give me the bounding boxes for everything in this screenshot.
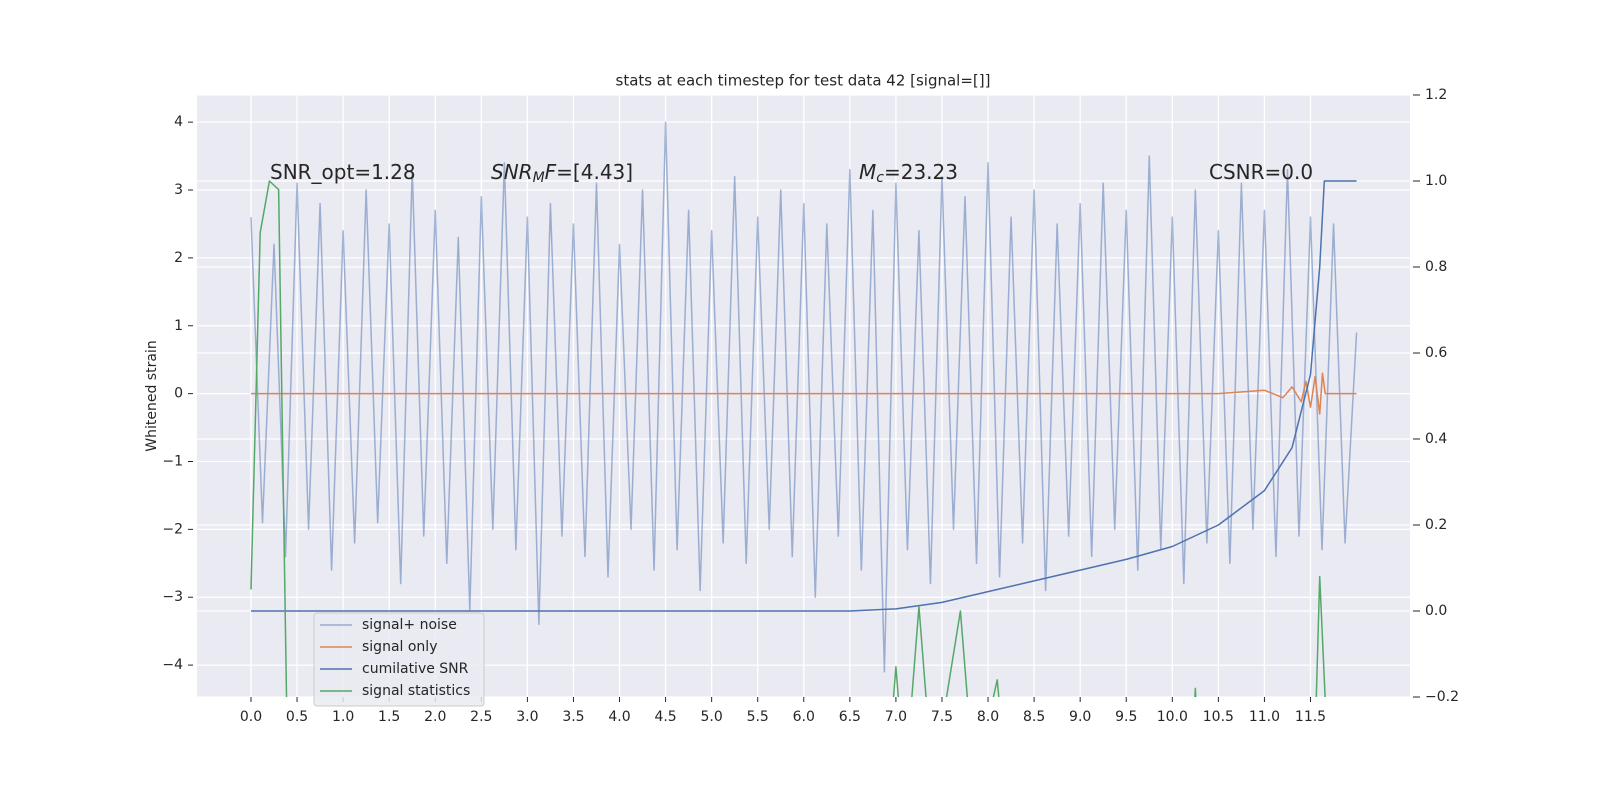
x-tick-label: 11.0 (1249, 709, 1280, 725)
y-tick-label: 3 (174, 182, 183, 198)
annotation: CSNR=0.0 (1209, 160, 1313, 184)
annotation-part: =23.23 (884, 160, 958, 184)
y-tick-label: 0 (174, 386, 183, 402)
series-line (250, 372, 1357, 415)
x-tick-label: 2.0 (424, 709, 446, 725)
y-tick-label: 2 (174, 250, 183, 266)
y2-tick-label: −0.2 (1425, 689, 1459, 705)
x-tick-label: 1.5 (378, 709, 400, 725)
plot-lines (250, 121, 1358, 697)
legend-label: signal statistics (362, 683, 470, 699)
x-tick-label: 3.0 (516, 709, 538, 725)
annotation: SNR_opt=1.28 (270, 160, 416, 184)
x-tick-label: 10.5 (1203, 709, 1234, 725)
x-tick-label: 0.0 (240, 709, 262, 725)
y2-tick-label: 1.2 (1425, 87, 1447, 103)
y-tick-label: −1 (162, 453, 183, 469)
x-tick-label: 9.5 (1115, 709, 1137, 725)
legend-label: cumilative SNR (362, 661, 469, 677)
annotation: Mc=23.23 (859, 160, 958, 187)
y-tick-label: −3 (162, 589, 183, 605)
annotation-part: M (533, 170, 545, 186)
y2-tick-label: 1.0 (1425, 173, 1447, 189)
x-tick-label: 5.0 (701, 709, 723, 725)
x-tick-label: 11.5 (1295, 709, 1326, 725)
y-tick-label: 4 (174, 114, 183, 130)
x-tick-label: 0.5 (286, 709, 308, 725)
y2-tick-label: 0.4 (1425, 431, 1447, 447)
x-tick-label: 6.5 (839, 709, 861, 725)
annotation-part: CSNR=0.0 (1209, 160, 1313, 184)
y2-tick-label: 0.6 (1425, 345, 1447, 361)
x-tick-label: 4.5 (654, 709, 676, 725)
y2-tick-label: 0.8 (1425, 259, 1447, 275)
annotation-part: c (876, 170, 884, 186)
legend: signal+ noise signal only cumilative SNR si… (313, 612, 485, 707)
y2-tick-label: 0.2 (1425, 517, 1447, 533)
legend-box (313, 612, 485, 707)
y-tick-label: 1 (174, 318, 183, 334)
annotation-part: SNR (491, 160, 533, 184)
y-tick-label: −2 (162, 521, 183, 537)
x-tick-label: 6.0 (793, 709, 815, 725)
chart-title: stats at each timestep for test data 42 … (616, 72, 991, 90)
annotation-part: F (545, 160, 557, 184)
x-tick-label: 3.5 (562, 709, 584, 725)
annotation-part: =[4.43] (556, 160, 633, 184)
y-tick-label: −4 (162, 657, 183, 673)
axes: 0.0 0.5 1.0 1.5 2.0 2.5 3.0 3.5 4.0 4.5 5.0 5.5 6.0 6… (162, 87, 1459, 725)
legend-label: signal+ noise (362, 617, 457, 633)
annotation-part: M (859, 160, 876, 184)
x-tick-label: 8.0 (977, 709, 999, 725)
x-tick-label: 8.5 (1023, 709, 1045, 725)
x-tick-label: 9.0 (1069, 709, 1091, 725)
x-tick-label: 1.0 (332, 709, 354, 725)
x-tick-label: 5.5 (747, 709, 769, 725)
x-tick-label: 2.5 (470, 709, 492, 725)
x-tick-label: 10.0 (1157, 709, 1188, 725)
x-tick-label: 7.0 (885, 709, 907, 725)
series-line (250, 121, 1358, 673)
legend-label: signal only (362, 639, 437, 655)
annotation: SNRMF=[4.43] (491, 160, 633, 187)
annotation-part: SNR_opt=1.28 (270, 160, 416, 184)
y-axis-label: Whitened strain (144, 340, 160, 451)
x-tick-label: 4.0 (608, 709, 630, 725)
series-line (250, 180, 1357, 612)
x-tick-label: 7.5 (931, 709, 953, 725)
series-line (250, 180, 1326, 697)
y2-tick-label: 0.0 (1425, 603, 1447, 619)
